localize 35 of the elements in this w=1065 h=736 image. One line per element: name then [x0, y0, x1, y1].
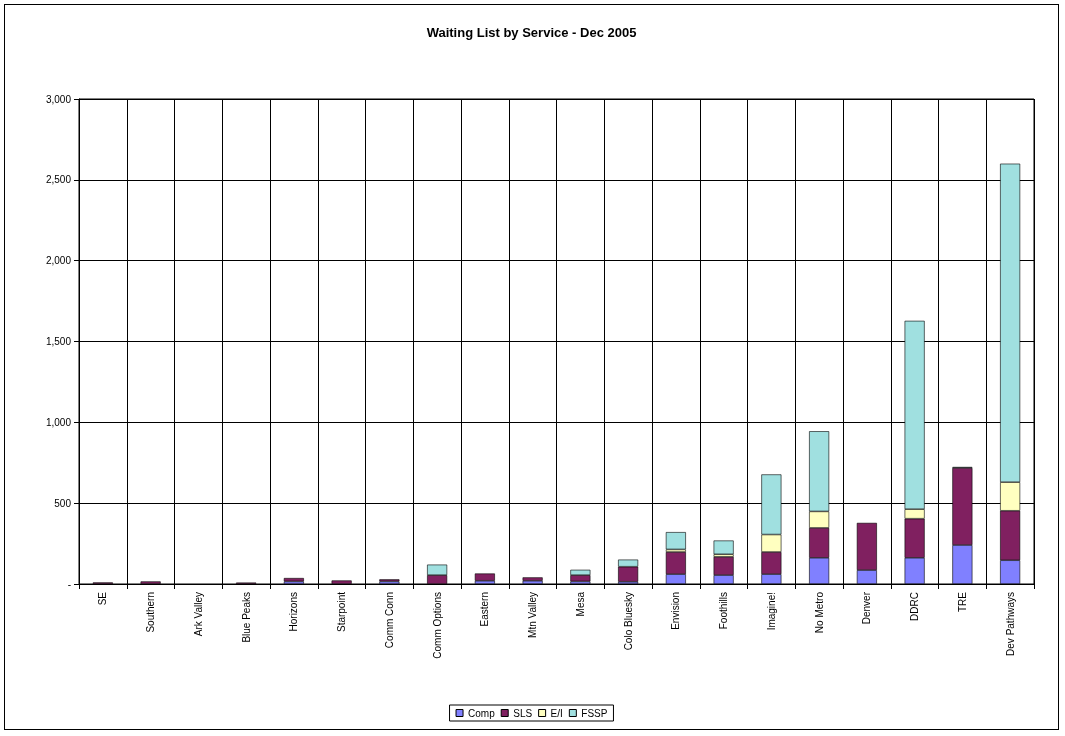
legend-label: Comp	[468, 707, 496, 719]
bar	[713, 540, 734, 555]
x-tick-label: Horizons	[288, 592, 300, 632]
y-tick-label: 3,000	[45, 93, 72, 105]
bar	[665, 532, 686, 550]
x-tick-label: Comm Options	[431, 592, 443, 659]
x-tick-label: DDRC	[909, 592, 921, 621]
y-tick-label: 500	[54, 497, 72, 509]
x-tick-label: Imagine!	[765, 592, 777, 631]
x-tick-label: Ark Valley	[192, 592, 204, 637]
x-tick-label: Comm Conn	[383, 592, 395, 649]
x-tick-label: Envision	[670, 592, 682, 630]
x-tick-label: Denver	[861, 591, 873, 625]
y-tick-label: -	[67, 578, 71, 590]
y-tick-label: 2,500	[45, 174, 72, 186]
y-tick-label: 1,000	[45, 416, 72, 428]
x-tick-label: Blue Peaks	[240, 592, 252, 643]
x-tick-label: No Metro	[813, 591, 825, 634]
legend-label: SLS	[513, 707, 533, 719]
legend-label: FSSP	[581, 707, 608, 719]
x-tick-label: Colo Bluesky	[622, 592, 634, 651]
x-tick-label: SE	[97, 591, 109, 606]
y-tick-label: 1,500	[45, 336, 72, 347]
x-tick-label: Dev Pathways	[1004, 592, 1016, 656]
x-tick-label: TRE	[956, 591, 968, 612]
y-tick-label: 2,000	[45, 255, 72, 267]
x-tick-label: Starpoint	[336, 591, 348, 633]
chart-title: Waiting List by Service - Dec 2005	[426, 25, 637, 40]
x-tick-label: Mesa	[574, 591, 586, 617]
bar	[474, 573, 495, 581]
legend-label: E/I	[550, 707, 563, 719]
x-tick-label: Foothills	[718, 592, 730, 630]
x-tick-label: Eastern	[479, 592, 491, 627]
x-tick-label: Southern	[145, 592, 157, 633]
x-tick-label: Mtn Valley	[527, 592, 539, 638]
